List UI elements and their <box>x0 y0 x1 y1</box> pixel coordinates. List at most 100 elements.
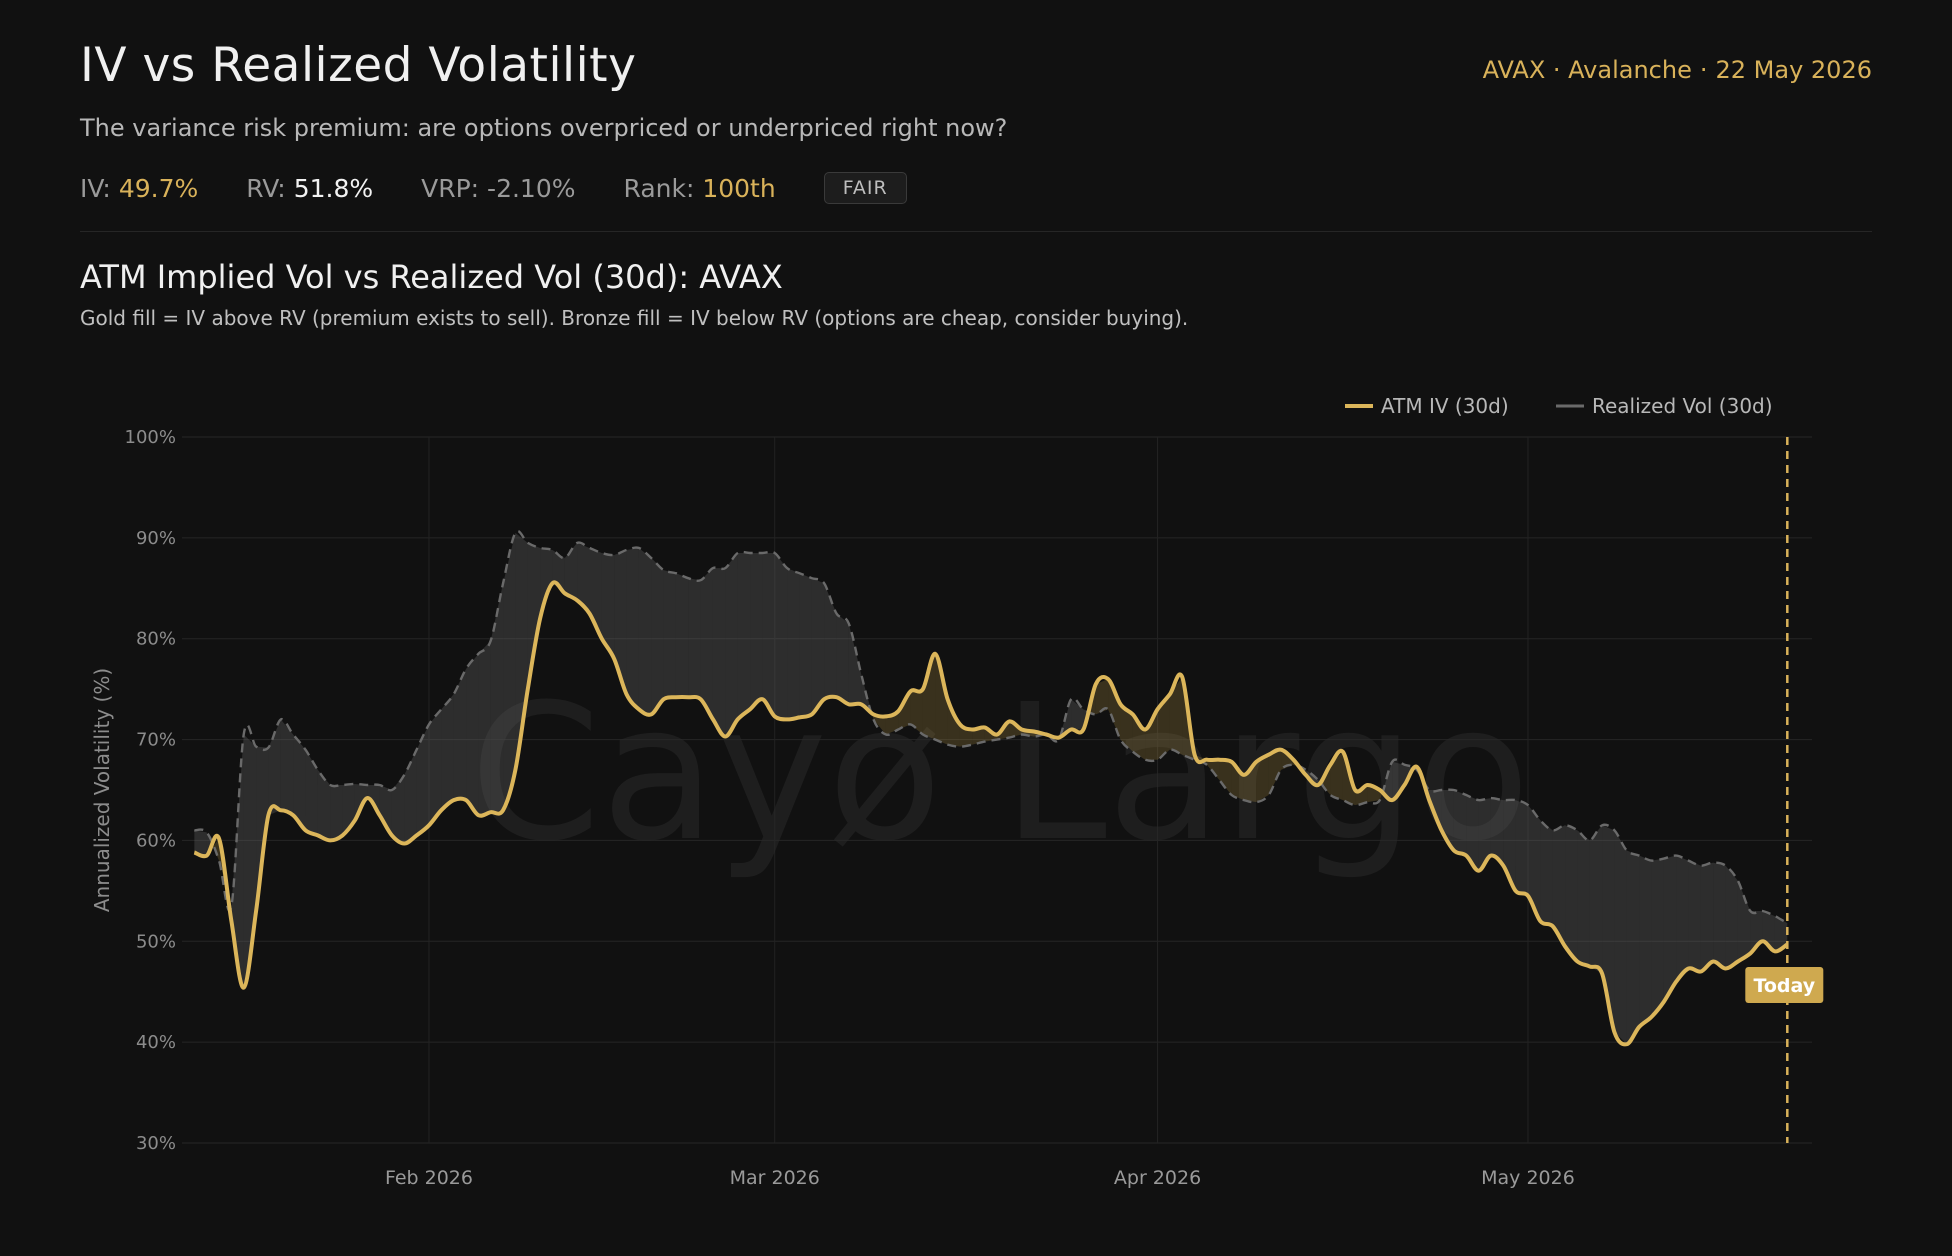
vrp-fill-segment <box>1737 880 1751 962</box>
vrp-fill-segment <box>1268 749 1282 796</box>
vrp-fill-segment <box>564 542 578 601</box>
status-badge: FAIR <box>823 172 907 204</box>
vrp-fill-segment <box>1676 855 1689 982</box>
vrp-fill-segment <box>712 568 726 737</box>
vrp-fill-segment <box>1527 805 1541 922</box>
vrp-fill-segment <box>478 640 491 816</box>
stat-rank: Rank: 100th <box>624 174 776 203</box>
vrp-fill-segment <box>194 830 207 856</box>
vrp-fill-segment <box>972 727 985 745</box>
vrp-fill-segment <box>787 568 800 720</box>
vrp-fill-segment <box>1589 825 1603 974</box>
vrp-fill-segment <box>762 552 775 717</box>
vrp-fill-segment <box>1663 855 1677 1002</box>
vrp-fill-segment <box>799 573 812 718</box>
vrp-fill-segment <box>1577 830 1590 967</box>
x-tick-label: Mar 2026 <box>730 1167 820 1189</box>
vrp-fill-segment <box>1540 820 1553 927</box>
chart-title: ATM Implied Vol vs Realized Vol (30d): A… <box>80 258 783 296</box>
vrp-fill-segment <box>1478 798 1491 871</box>
vrp-fill-segment <box>1552 825 1566 947</box>
vrp-fill-segment <box>725 552 738 737</box>
vrp-fill-segment <box>836 613 849 705</box>
vrp-fill-segment <box>1256 754 1269 803</box>
y-tick-label: 50% <box>136 931 176 952</box>
vrp-fill-segment <box>503 532 516 811</box>
header-divider <box>80 231 1872 232</box>
stat-iv-value: 49.7% <box>118 173 199 203</box>
y-tick-label: 30% <box>136 1133 176 1154</box>
vrp-fill-segment <box>922 653 936 740</box>
realized-vol-line <box>194 530 1788 925</box>
vrp-fill-segment <box>1614 830 1627 1045</box>
vrp-fill-segment <box>404 749 417 844</box>
vrp-fill-segment <box>626 547 639 710</box>
vrp-fill-segment <box>1466 795 1479 871</box>
vrp-fill-segment <box>1231 761 1244 801</box>
vrp-fill-segment <box>527 542 541 690</box>
vrp-fill-segment <box>515 532 528 770</box>
y-tick-label: 40% <box>136 1032 176 1053</box>
stat-rv-label: RV: <box>246 173 286 203</box>
vrp-fill-segment <box>1490 798 1504 866</box>
vrp-fill-segment <box>1330 751 1343 801</box>
vrp-fill-segment <box>774 552 788 720</box>
vrp-fill-segment <box>1219 759 1232 796</box>
vrp-fill-segment <box>428 709 442 826</box>
vrp-fill-segment <box>280 719 294 816</box>
vrp-fill-segment <box>490 583 504 813</box>
vrp-fill-segment <box>1774 916 1788 952</box>
vrp-fill-segment <box>330 784 343 841</box>
vrp-fill-segment <box>651 558 664 715</box>
vrp-fill-segment <box>663 570 676 700</box>
today-marker-badge <box>1745 967 1824 1003</box>
vrp-fill-segment <box>453 668 467 801</box>
vrp-fill-segment <box>317 769 331 841</box>
watermark: Cayø Largo <box>470 664 1531 883</box>
vrp-fill-segment <box>305 749 318 836</box>
vrp-fill-segment <box>1688 860 1701 972</box>
vrp-fill-segment <box>1565 825 1578 962</box>
vrp-fill-segment <box>848 623 862 705</box>
vrp-fill-segment <box>1108 679 1121 740</box>
vrp-fill-segment <box>1305 769 1319 785</box>
vrp-fill-segment <box>441 694 454 811</box>
vrp-fill-segment <box>1725 865 1738 969</box>
page-subtitle: The variance risk premium: are options o… <box>80 114 1008 142</box>
y-tick-label: 90% <box>136 528 176 549</box>
stat-iv-label: IV: <box>80 173 111 203</box>
vrp-fill-segment <box>1059 699 1072 738</box>
separator-dot: · <box>1699 56 1708 84</box>
vrp-fill-segment <box>688 578 701 700</box>
vrp-fill-segment <box>1169 677 1183 755</box>
atm-iv-line <box>193 580 1789 1047</box>
vrp-fill-segment <box>1132 714 1146 760</box>
vrp-fill-segment <box>416 724 429 836</box>
x-tick-label: Feb 2026 <box>385 1167 473 1189</box>
vrp-fill-segment <box>1700 862 1714 972</box>
vrp-fill-segment <box>577 542 590 614</box>
y-axis-label: Annualized Volatility (%) <box>90 668 114 912</box>
chart-description: Gold fill = IV above RV (premium exists … <box>80 306 1189 330</box>
vrp-fill-segment <box>873 714 886 735</box>
vrp-fill-segment <box>601 552 615 659</box>
vrp-fill-segment <box>675 573 689 698</box>
vrp-fill-segment <box>268 719 281 816</box>
vrp-fill-segment <box>898 691 911 730</box>
x-tick-label: May 2026 <box>1481 1167 1575 1189</box>
vrp-fill-segment <box>614 549 627 695</box>
legend-iv-label: ATM IV (30d) <box>1381 394 1509 418</box>
x-tick-label: Apr 2026 <box>1114 1167 1201 1189</box>
vrp-fill-segment <box>824 583 837 700</box>
vrp-fill-segment <box>1145 709 1158 760</box>
stat-rv-value: 51.8% <box>293 173 374 203</box>
legend-rv-label: Realized Vol (30d) <box>1592 394 1773 418</box>
stats-row: IV: 49.7% RV: 51.8% VRP: -2.10% Rank: 10… <box>80 172 907 204</box>
stat-vrp-value: -2.10% <box>487 173 576 203</box>
vrp-fill-segment <box>1651 858 1664 1017</box>
page-title: IV vs Realized Volatility <box>80 38 637 93</box>
stat-rv: RV: 51.8% <box>246 174 373 203</box>
vrp-fill-segment <box>1157 694 1170 760</box>
vrp-fill-segment <box>293 734 306 831</box>
